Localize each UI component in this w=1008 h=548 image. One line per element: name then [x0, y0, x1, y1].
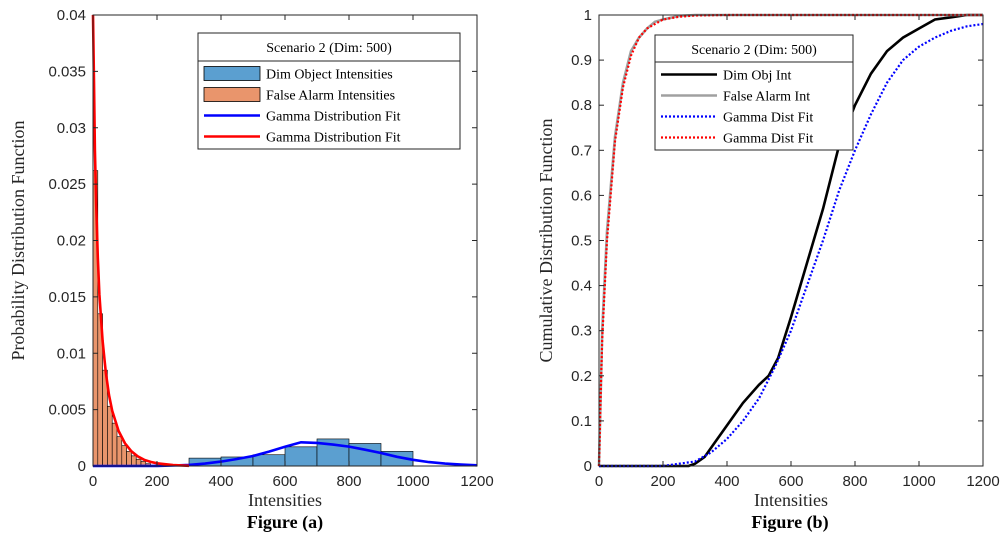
y-tick-label: 0.03	[57, 120, 86, 137]
y-tick-label: 0.4	[571, 278, 592, 295]
series-line	[599, 22, 984, 468]
y-tick-label: 0	[584, 458, 592, 475]
x-tick-label: 400	[208, 473, 233, 490]
y-tick-label: 0.6	[571, 187, 592, 204]
figure-caption: Figure (b)	[751, 512, 828, 533]
y-tick-label: 0.04	[57, 7, 86, 24]
y-tick-label: 0.005	[48, 402, 86, 419]
y-tick-label: 0.8	[571, 97, 592, 114]
legend-entry: Dim Object Intensities	[266, 68, 393, 83]
legend-entry: False Alarm Int	[723, 90, 810, 105]
chart-panel-a: 0 200 400 600 800 1000 1200 0 0.005 0.01 0.015 0.02…	[8, 7, 494, 533]
x-tick-label: 0	[595, 473, 603, 490]
series-line	[599, 13, 983, 468]
legend-entry: False Alarm Intensities	[266, 89, 395, 104]
x-tick-label: 600	[272, 473, 297, 490]
y-tick-label: 0.9	[571, 52, 592, 69]
x-axis-label: Intensities	[248, 490, 322, 510]
legend-entry: Gamma Distribution Fit	[266, 110, 401, 125]
x-tick-label: 800	[336, 473, 361, 490]
x-tick-label: 1200	[966, 473, 999, 490]
y-axis-label: Probability Distribution Function	[8, 120, 28, 360]
y-axis-label: Cumulative Distribution Function	[536, 119, 556, 363]
x-tick-label: 0	[89, 473, 97, 490]
legend: Scenario 2 (Dim: 500) Dim Obj Int False Al…	[654, 34, 854, 151]
x-tick-label: 800	[842, 473, 867, 490]
y-tick-label: 0.015	[48, 289, 86, 306]
histogram-bar	[284, 446, 318, 467]
figure-caption: Figure (a)	[247, 512, 323, 533]
y-tick-label: 0.02	[57, 233, 86, 250]
legend-entry: Dim Obj Int	[723, 69, 792, 84]
y-tick-label: 0.035	[48, 63, 86, 80]
y-tick-label: 1	[584, 7, 592, 24]
y-tick-label: 0.3	[571, 323, 592, 340]
legend-title: Scenario 2 (Dim: 500)	[266, 41, 392, 56]
y-tick-label: 0.5	[571, 233, 592, 250]
y-tick-label: 0.025	[48, 176, 86, 193]
legend-title: Scenario 2 (Dim: 500)	[691, 43, 817, 58]
legend-swatch	[203, 87, 261, 102]
y-tick-label: 0	[78, 458, 86, 475]
histogram-bar	[252, 454, 286, 467]
legend-entry: Gamma Dist Fit	[723, 111, 813, 126]
x-tick-label: 1200	[460, 473, 493, 490]
y-tick-label: 0.01	[57, 345, 86, 362]
histogram-bar	[111, 422, 118, 467]
legend-entry: Gamma Distribution Fit	[266, 131, 401, 146]
series-line	[91, 14, 190, 468]
legend: Scenario 2 (Dim: 500) Dim Object Intensit…	[197, 32, 461, 150]
y-tick-label: 0.7	[571, 142, 592, 159]
legend-box	[654, 34, 854, 151]
histogram-bar	[121, 445, 127, 467]
y-tick-label: 0.2	[571, 368, 592, 385]
legend-entry: Gamma Dist Fit	[723, 132, 813, 147]
x-tick-label: 200	[144, 473, 169, 490]
legend-swatch	[203, 66, 261, 81]
chart-panel-b: 0 200 400 600 800 1000 1200 0 0.1 0.2 0.3 0.4 0.5 0.6…	[536, 7, 1000, 533]
x-axis-label: Intensities	[754, 490, 828, 510]
x-tick-label: 200	[650, 473, 675, 490]
y-tick-label: 0.1	[571, 413, 592, 430]
histogram-bar	[126, 451, 132, 467]
histogram-bar	[116, 436, 123, 467]
x-tick-label: 1000	[396, 473, 429, 490]
series-line	[597, 13, 983, 467]
x-tick-label: 600	[778, 473, 803, 490]
x-tick-label: 400	[714, 473, 739, 490]
x-tick-label: 1000	[902, 473, 935, 490]
histogram-bar	[131, 455, 137, 467]
histogram-bar	[107, 405, 113, 467]
